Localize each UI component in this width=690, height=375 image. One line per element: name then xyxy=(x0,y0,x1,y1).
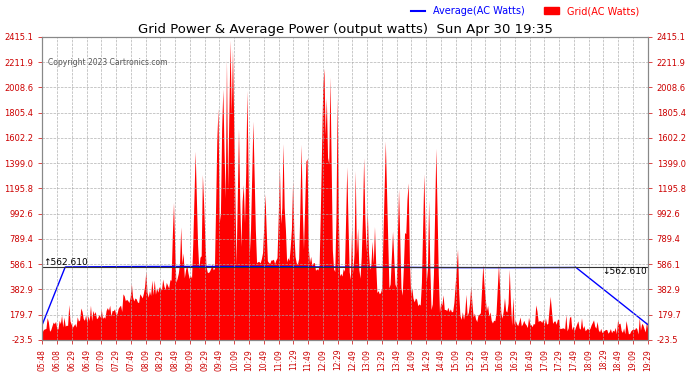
Legend: Average(AC Watts), Grid(AC Watts): Average(AC Watts), Grid(AC Watts) xyxy=(407,2,643,20)
Text: ↑562.610: ↑562.610 xyxy=(43,258,88,267)
Title: Grid Power & Average Power (output watts)  Sun Apr 30 19:35: Grid Power & Average Power (output watts… xyxy=(137,22,553,36)
Text: Copyright 2023 Cartronics.com: Copyright 2023 Cartronics.com xyxy=(48,58,168,67)
Text: ↓562.610: ↓562.610 xyxy=(602,267,647,276)
